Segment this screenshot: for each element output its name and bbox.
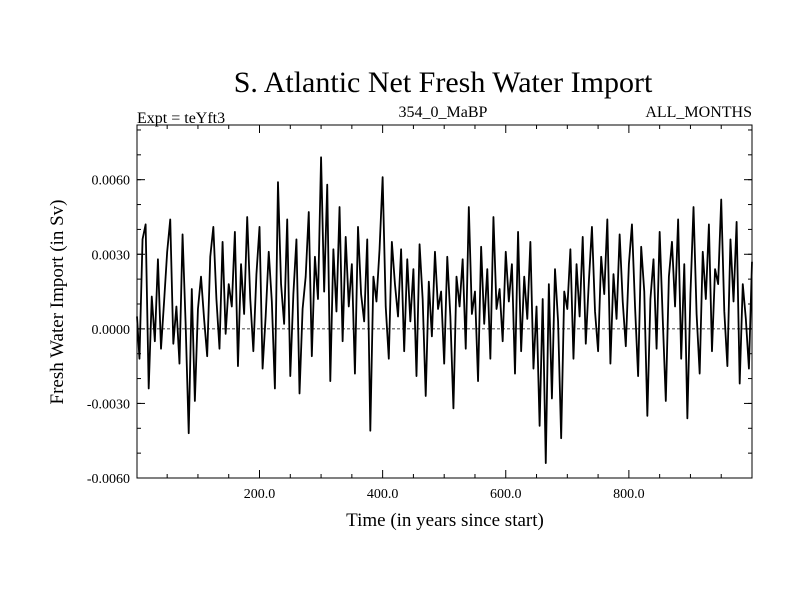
y-tick-label: -0.0030: [87, 397, 130, 412]
chart-title: S. Atlantic Net Fresh Water Import: [234, 66, 653, 99]
x-tick-label: 800.0: [613, 487, 645, 502]
y-tick-label: 0.0060: [92, 174, 131, 189]
y-tick-label: -0.0060: [87, 472, 130, 487]
y-tick-label: 0.0000: [92, 323, 131, 338]
subtitle-experiment: Expt = teYft3: [137, 110, 225, 127]
x-tick-label: 200.0: [244, 487, 276, 502]
plot-frame: [136, 124, 753, 479]
subtitle-months: ALL_MONTHS: [645, 104, 752, 121]
plot-area: -0.0060 -0.0030 0.0000 0.0030 0.0060 200.0 400…: [87, 124, 753, 502]
y-tick-label: 0.0030: [92, 248, 131, 263]
x-tick-label: 600.0: [490, 487, 522, 502]
x-axis-label: Time (in years since start): [346, 510, 544, 531]
x-tick-label: 400.0: [367, 487, 399, 502]
series-line: [136, 156, 753, 464]
y-axis-label: Fresh Water Import (in Sv): [47, 200, 68, 405]
subtitle-period: 354_0_MaBP: [399, 104, 488, 121]
